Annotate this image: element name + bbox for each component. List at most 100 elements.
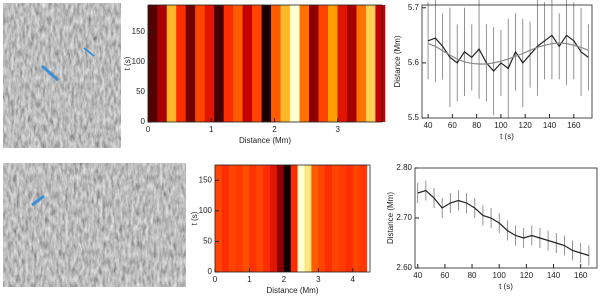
heatmap-column — [283, 165, 292, 272]
y-tick-label: 50 — [136, 87, 145, 96]
y-tick-label: 2.80 — [396, 163, 412, 172]
x-tick-label: 4 — [351, 275, 356, 284]
y-tick-label: 100 — [199, 206, 213, 215]
heatmap-column — [327, 5, 338, 122]
heatmap-column — [185, 5, 196, 122]
heatmap-column — [375, 5, 386, 122]
heatmap-column — [280, 5, 291, 122]
y-tick-label: 150 — [199, 175, 213, 184]
heatmap-column — [271, 5, 281, 122]
heatmap-column — [270, 165, 278, 272]
heatmap-column — [147, 5, 158, 122]
y-axis-label: t (s) — [123, 56, 132, 70]
x-tick-label: 120 — [519, 121, 533, 130]
heatmap-column — [195, 5, 206, 122]
heatmap-column — [242, 5, 253, 122]
solar-image-bottom — [3, 163, 186, 287]
x-tick-label: 2 — [272, 125, 277, 134]
heatmap-column — [352, 165, 361, 272]
x-tick-label: 140 — [547, 271, 561, 280]
heatmap-column — [228, 165, 237, 272]
y-tick-label: 2.60 — [396, 263, 412, 272]
x-tick-label: 1 — [247, 275, 252, 284]
x-tick-label: 80 — [468, 271, 477, 280]
x-tick-label: 80 — [472, 121, 481, 130]
x-tick-label: 3 — [336, 125, 341, 134]
heatmap-column — [276, 165, 285, 272]
heatmap-column — [356, 5, 367, 122]
heatmap-column — [304, 165, 313, 272]
x-tick-label: 3 — [316, 275, 321, 284]
heatmap-column — [166, 5, 177, 122]
plot-frame — [421, 4, 593, 119]
plot-frame — [214, 164, 371, 273]
x-tick-label: 120 — [520, 271, 534, 280]
heatmap-column — [311, 165, 319, 272]
y-axis-label: Distance (Mm) — [393, 35, 402, 87]
x-tick-label: 1 — [209, 125, 214, 134]
heatmap-column — [252, 5, 262, 122]
x-tick-label: 2 — [282, 275, 287, 284]
heatmap-column — [318, 5, 329, 122]
y-tick-label: 5.7 — [408, 3, 420, 12]
x-tick-label: 40 — [424, 121, 433, 130]
heatmap-column — [290, 165, 299, 272]
y-tick-label: 5.6 — [408, 58, 420, 67]
y-tick-label: 0 — [141, 117, 146, 126]
solar-image-top — [3, 3, 121, 148]
heatmap-column — [318, 165, 326, 272]
y-axis-label: Distance (Mm) — [386, 192, 395, 244]
x-tick-label: 0 — [146, 125, 151, 134]
heatmap-column — [309, 5, 319, 122]
y-tick-label: 2.70 — [396, 213, 412, 222]
x-axis-label: t (s) — [500, 132, 514, 141]
x-tick-label: 160 — [567, 121, 581, 130]
heatmap-column — [345, 165, 354, 272]
y-axis-label: t (s) — [190, 211, 199, 225]
heatmap-column — [242, 165, 251, 272]
heatmap-column — [261, 5, 272, 122]
heatmap-column — [325, 165, 333, 272]
heatmap-column — [346, 5, 357, 122]
heatmap-column — [249, 165, 257, 272]
heatmap-column — [332, 165, 340, 272]
x-axis-label: Distance (Mm) — [266, 286, 318, 295]
heatmap-column — [235, 165, 244, 272]
heatmap-column — [299, 5, 310, 122]
data-line — [417, 189, 590, 257]
heatmap-column — [338, 165, 347, 272]
x-tick-label: 100 — [494, 121, 508, 130]
x-tick-label: 60 — [448, 121, 457, 130]
y-tick-label: 5.5 — [408, 113, 420, 122]
heatmap-column — [176, 5, 187, 122]
heatmap-column — [223, 5, 234, 122]
heatmap-column — [263, 165, 271, 272]
heatmap-column — [204, 5, 215, 122]
heatmap-column — [290, 5, 300, 122]
y-tick-label: 0 — [208, 267, 213, 276]
heatmap-column — [214, 165, 223, 272]
heatmap-column — [233, 5, 243, 122]
x-tick-label: 60 — [440, 271, 449, 280]
y-tick-label: 150 — [132, 27, 146, 36]
heatmap-column — [337, 5, 348, 122]
heatmap-column — [359, 165, 368, 272]
plot-frame — [147, 4, 383, 123]
x-axis-label: t (s) — [499, 282, 513, 291]
x-tick-label: 100 — [493, 271, 507, 280]
y-tick-label: 50 — [203, 237, 212, 246]
heatmap-column — [157, 5, 168, 122]
heatmap-column — [297, 165, 306, 272]
heatmap-column — [221, 165, 230, 272]
heatmap-column — [214, 5, 225, 122]
x-tick-label: 0 — [213, 275, 218, 284]
x-tick-label: 160 — [574, 271, 588, 280]
heatmap-column — [256, 165, 264, 272]
heatmap-column — [365, 5, 376, 122]
data-line — [427, 42, 589, 65]
y-tick-label: 100 — [132, 57, 146, 66]
x-tick-label: 140 — [543, 121, 557, 130]
x-tick-label: 40 — [413, 271, 422, 280]
x-axis-label: Distance (Mm) — [239, 136, 291, 145]
